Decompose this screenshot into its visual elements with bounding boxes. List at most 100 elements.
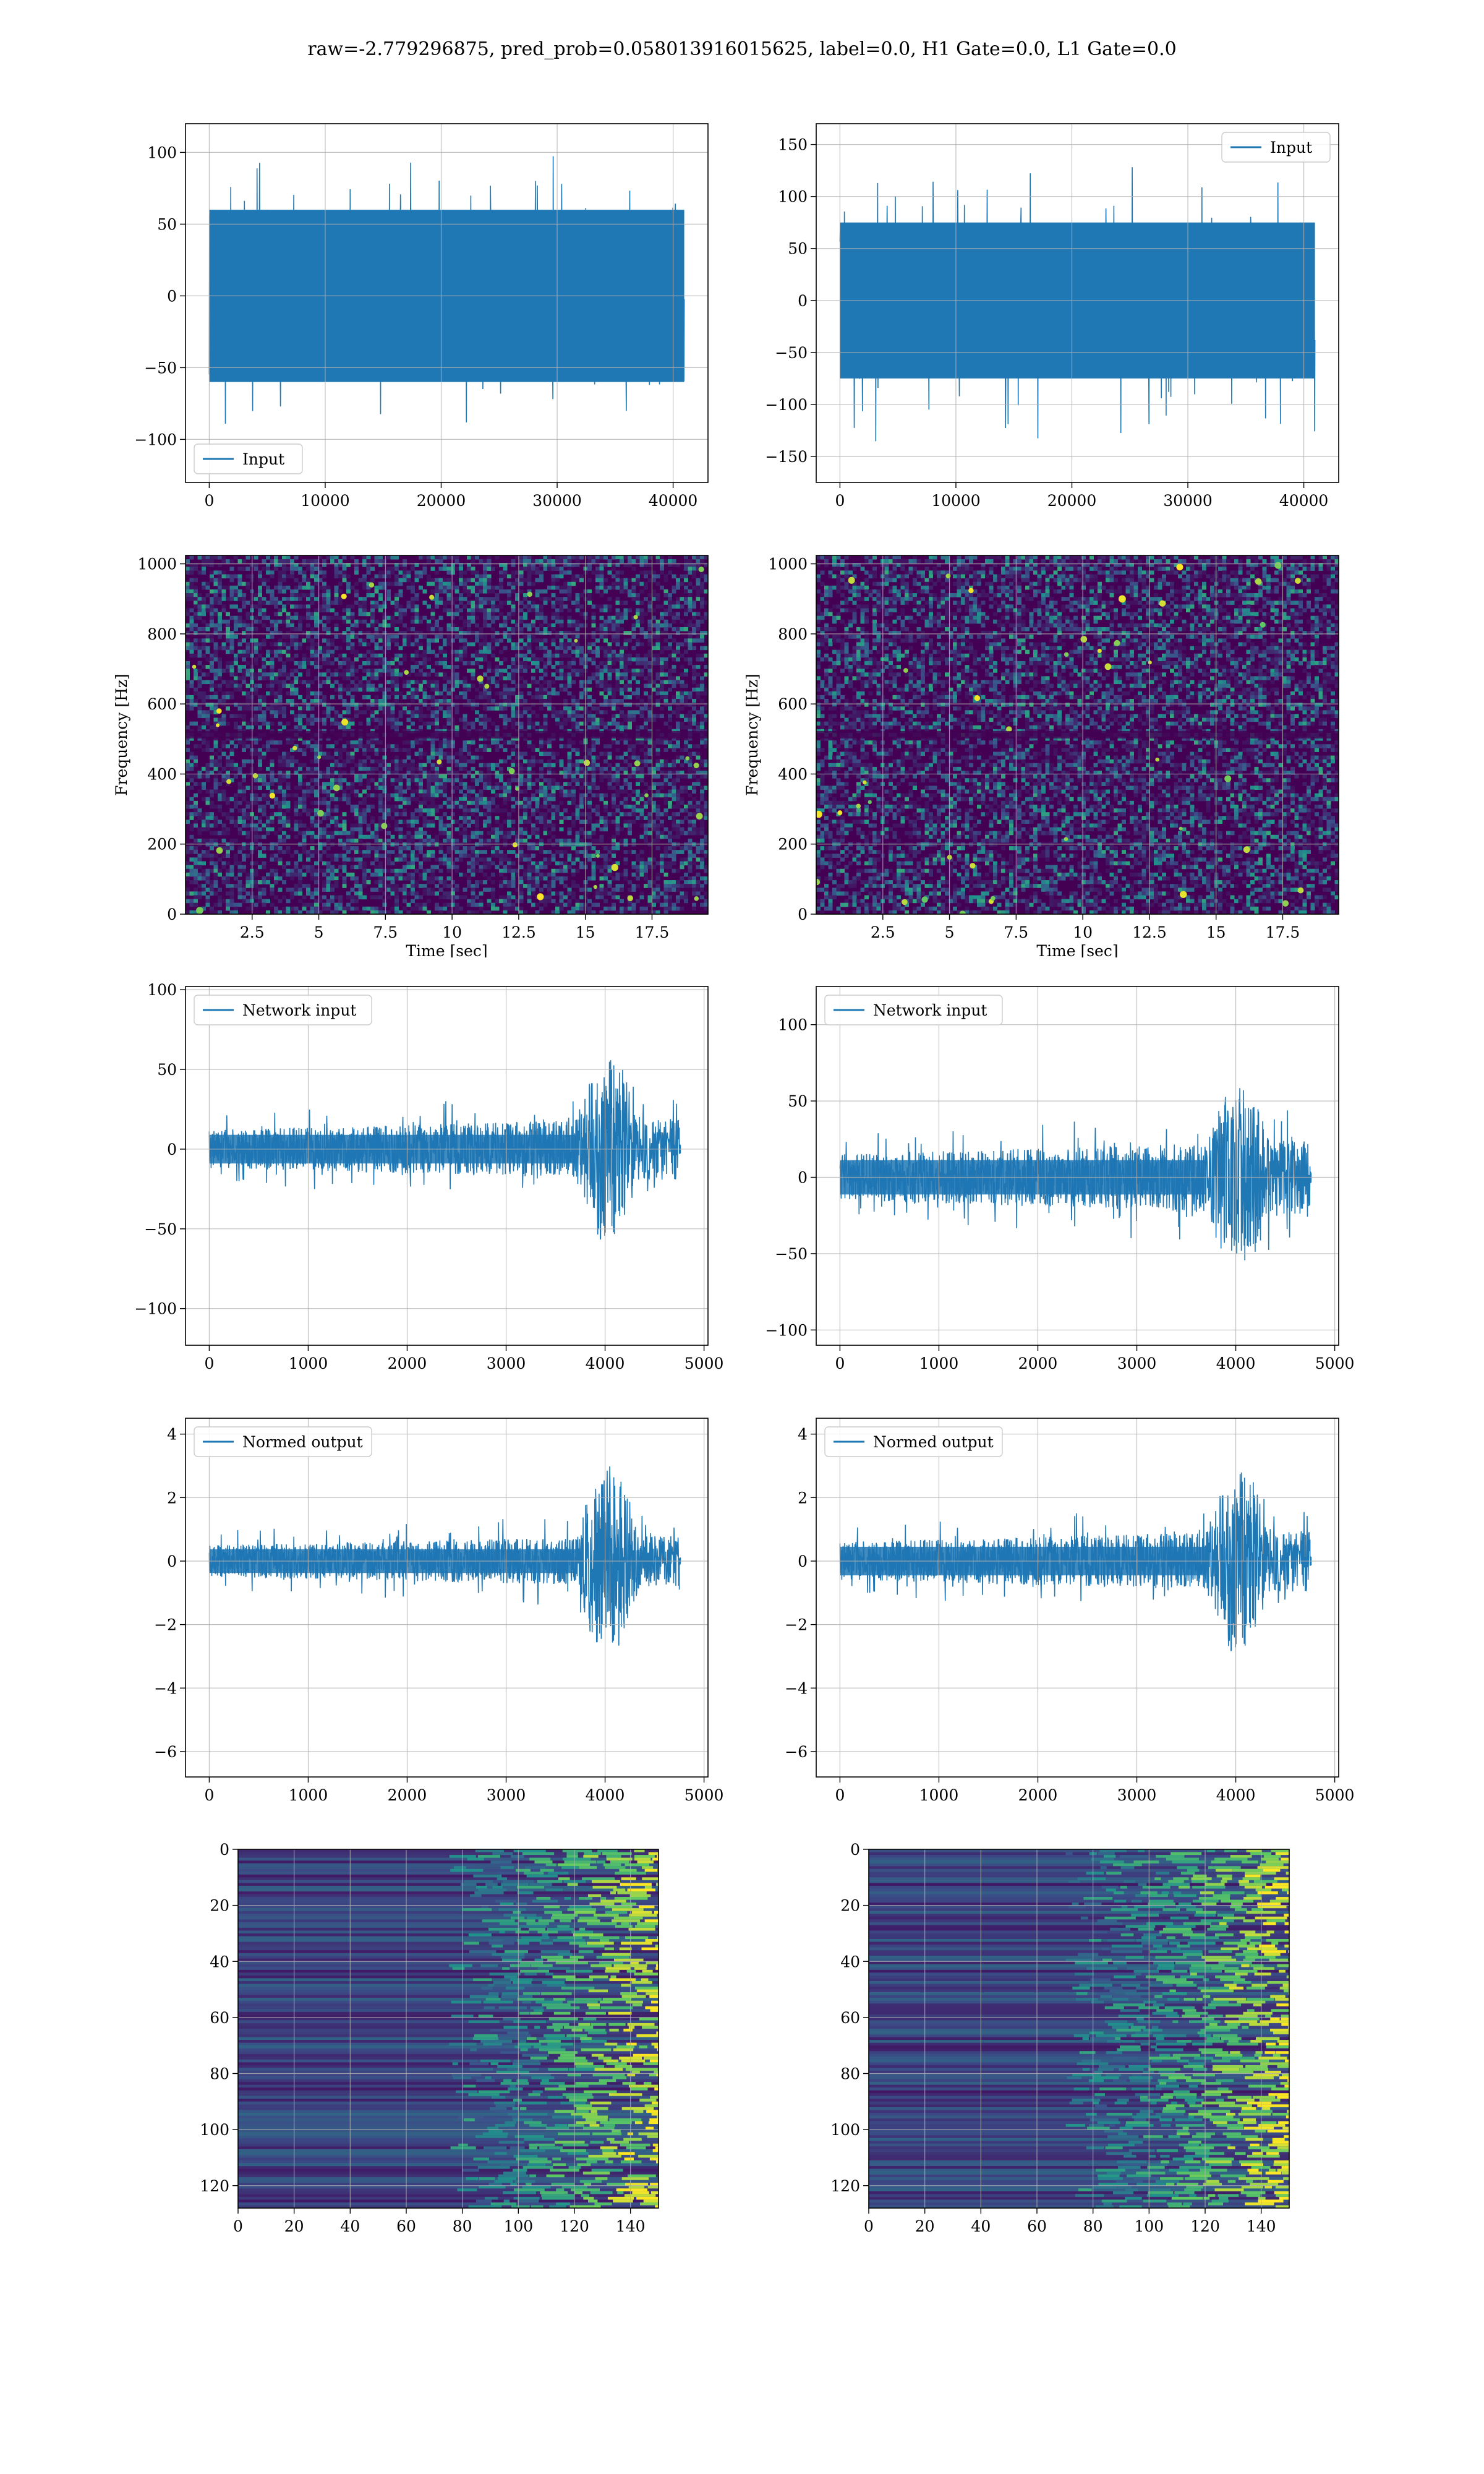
spectrogram-cell: [511, 585, 516, 590]
spectrogram-cell: [205, 789, 210, 794]
spectrogram-cell: [555, 751, 560, 756]
spectrogram-cell: [623, 695, 628, 700]
spectrogram-cell: [639, 766, 644, 771]
spectrogram-cell: [406, 755, 411, 760]
spectrogram-cell: [334, 570, 339, 575]
spectrogram-cell: [394, 680, 399, 685]
spectrogram-cell: [205, 740, 210, 745]
spectrogram-cell: [338, 672, 343, 677]
spectrogram-cell: [322, 755, 326, 760]
spectrogram-cell: [620, 721, 624, 726]
spectrogram-cell: [471, 797, 475, 802]
spectrogram-cell: [322, 785, 326, 790]
spectrogram-cell: [475, 649, 479, 654]
spectrogram-cell: [519, 615, 524, 620]
spectrogram-cell: [491, 737, 495, 741]
spectrogram-cell: [221, 714, 226, 719]
spectrogram-cell: [495, 782, 500, 786]
spectrogram-cell: [358, 653, 363, 658]
spectrogram-cell: [515, 653, 519, 658]
spectrogram-cell: [274, 695, 278, 700]
spectrogram-cell: [575, 706, 580, 711]
spectrogram-cell: [515, 555, 519, 560]
spectrogram-cell: [519, 691, 524, 696]
spectrogram-cell: [587, 782, 592, 786]
spectrogram-cell: [330, 695, 335, 700]
spectrogram-cell: [338, 589, 343, 594]
spectrogram-cell: [507, 797, 511, 802]
spectrogram-cell: [471, 725, 475, 730]
spectrogram-cell: [446, 608, 451, 613]
spectrogram-cell: [326, 619, 331, 624]
spectrogram-cell: [446, 710, 451, 714]
spectrogram-cell: [346, 691, 351, 696]
spectrogram-cell: [443, 653, 447, 658]
spectrogram-cell: [286, 653, 291, 658]
spectrogram-cell: [660, 646, 664, 651]
spectrogram-cell: [543, 740, 548, 745]
spectrogram-cell: [511, 672, 516, 677]
spectrogram-cell: [628, 680, 632, 685]
spectrogram-cell: [479, 635, 484, 639]
spectrogram-cell: [571, 635, 576, 639]
spectrogram-cell: [700, 737, 704, 741]
spectrogram-cell: [567, 676, 572, 680]
spectrogram-cell: [575, 710, 580, 714]
spectrogram-cell: [427, 785, 431, 790]
spectrogram-cell: [483, 563, 487, 567]
spectrogram-cell: [483, 653, 487, 658]
spectrogram-cell: [559, 714, 564, 719]
spectrogram-cell: [639, 589, 644, 594]
spectrogram-cell: [254, 646, 258, 651]
spectrogram-cell: [547, 597, 552, 601]
spectrogram-cell: [282, 665, 286, 669]
spectrogram-cell: [270, 740, 275, 745]
spectrogram-cell: [266, 744, 270, 748]
spectrogram-cell: [270, 710, 275, 714]
spectrogram-cell: [390, 710, 395, 714]
spectrogram-cell: [213, 601, 218, 605]
spectrogram-cell: [205, 646, 210, 651]
spectrogram-cell: [644, 755, 648, 760]
spectrogram-cell: [298, 714, 302, 719]
spectrogram-cell: [403, 740, 407, 745]
spectrogram-cell: [639, 699, 644, 703]
spectrogram-cell: [258, 585, 262, 590]
spectrogram-cell: [390, 672, 395, 677]
spectrogram-cell: [294, 800, 299, 805]
spectrogram-cell: [636, 642, 640, 647]
spectrogram-cell: [595, 717, 600, 722]
spectrogram-cell: [531, 748, 535, 752]
spectrogram-cell: [338, 771, 343, 775]
spectrogram-cell: [647, 717, 652, 722]
spectrogram-cell: [467, 744, 471, 748]
spectrogram-cell: [290, 755, 294, 760]
spectrogram-cell: [652, 642, 656, 647]
spectrogram-cell: [419, 782, 423, 786]
spectrogram-cell: [282, 574, 286, 579]
spectrogram-cell: [270, 559, 275, 563]
spectrogram-cell: [338, 737, 343, 741]
spectrogram-cell: [446, 597, 451, 601]
spectrogram-cell: [454, 725, 459, 730]
spectrogram-cell: [210, 793, 214, 798]
spectrogram-cell: [334, 778, 339, 782]
spectrogram-cell: [218, 612, 222, 617]
spectrogram-cell: [700, 570, 704, 575]
spectrogram-cell: [647, 661, 652, 666]
spectrogram-cell: [189, 653, 194, 658]
spectrogram-cell: [346, 612, 351, 617]
spectrogram-cell: [278, 800, 283, 805]
spectrogram-cell: [366, 649, 371, 654]
spectrogram-cell: [390, 638, 395, 643]
spectrogram-cell: [571, 793, 576, 798]
spectrogram-cell: [652, 766, 656, 771]
spectrogram-cell: [218, 782, 222, 786]
spectrogram-cell: [189, 737, 194, 741]
spectrogram-cell: [205, 623, 210, 628]
spectrogram-cell: [390, 661, 395, 666]
spectrogram-cell: [342, 661, 347, 666]
spectrogram-cell: [507, 695, 511, 700]
spectrogram-cell: [523, 683, 527, 688]
spectrogram-cell: [258, 759, 262, 764]
